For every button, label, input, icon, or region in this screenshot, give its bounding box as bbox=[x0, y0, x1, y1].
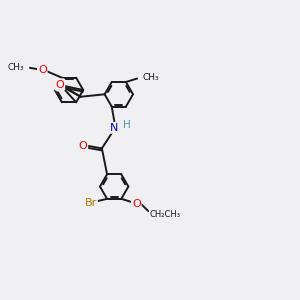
Text: O: O bbox=[79, 141, 87, 151]
Text: Br: Br bbox=[85, 198, 97, 208]
Text: O: O bbox=[132, 199, 141, 209]
Text: N: N bbox=[110, 123, 118, 133]
Text: H: H bbox=[123, 120, 131, 130]
Text: CH₂CH₃: CH₂CH₃ bbox=[150, 210, 181, 219]
Text: CH₃: CH₃ bbox=[8, 63, 25, 72]
Text: O: O bbox=[38, 65, 47, 75]
Text: N: N bbox=[55, 79, 63, 89]
Text: O: O bbox=[56, 80, 64, 90]
Text: CH₃: CH₃ bbox=[142, 73, 159, 82]
